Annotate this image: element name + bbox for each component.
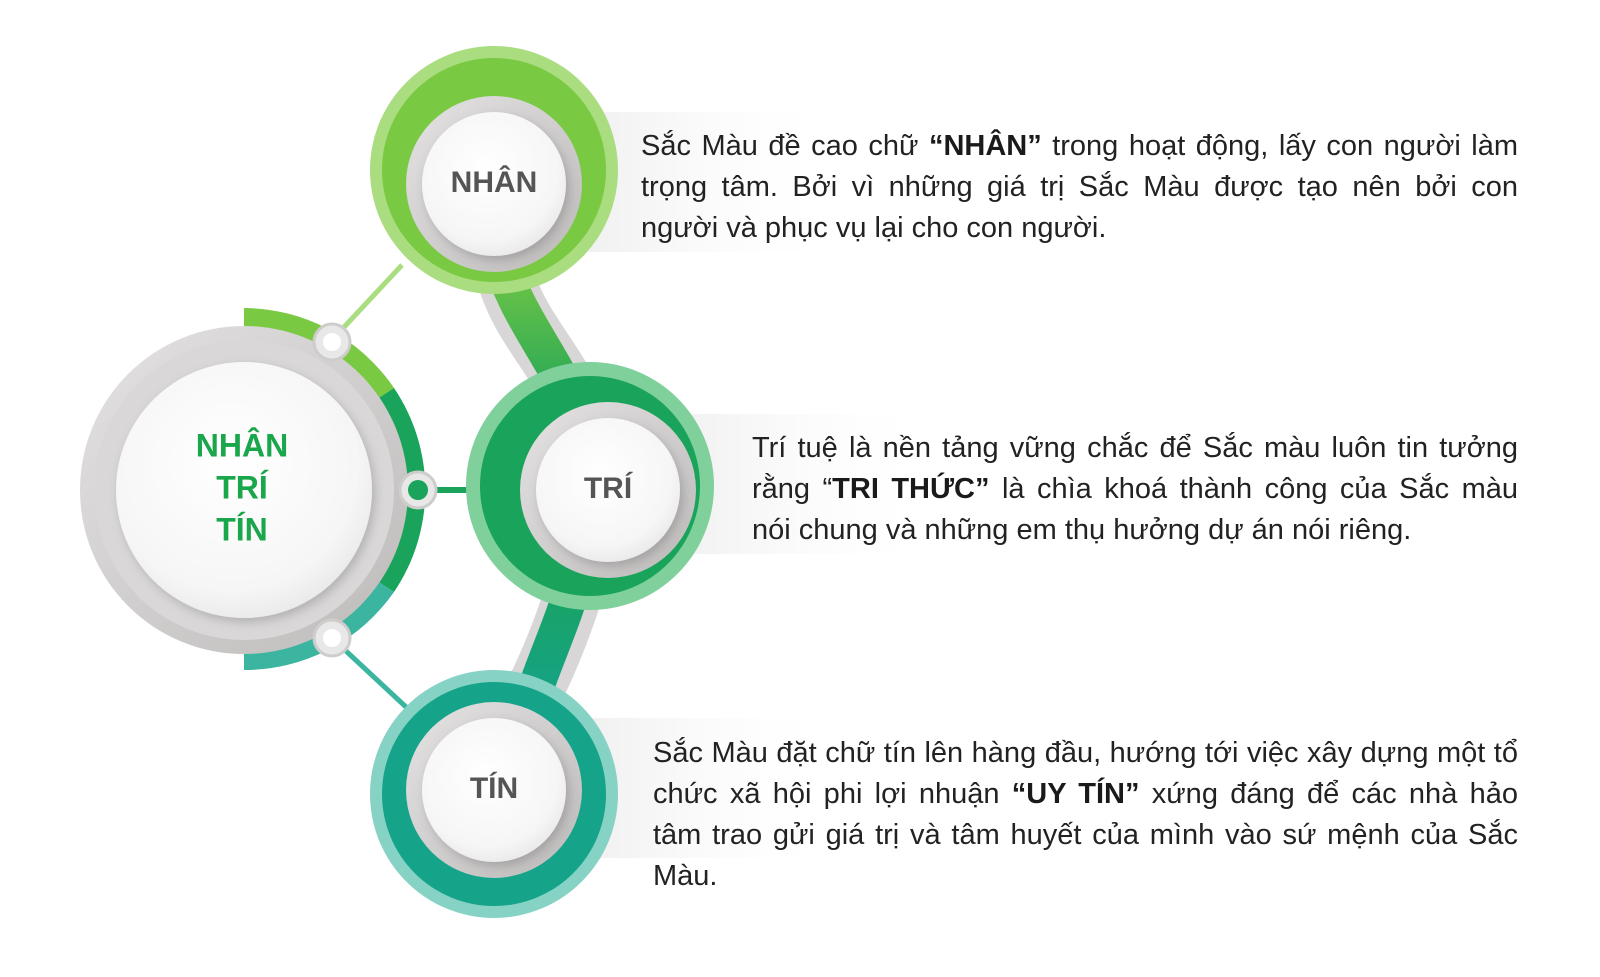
text-panel-tri: Trí tuệ là nền tảng vững chắc để Sắc màu… <box>752 428 1518 551</box>
panel-tin-text-before: Sắc Màu đặt chữ tín lên hàng đầu, hướng … <box>653 737 1518 810</box>
node-tin-label: TÍN <box>470 771 518 805</box>
node-nhan: NHÂN <box>370 46 618 294</box>
panel-nhan-text-after: trong hoạt động, lấy con người làm trọng… <box>641 130 1518 244</box>
panel-nhan-text-before: Sắc Màu đề cao chữ <box>641 130 929 162</box>
node-nhan-disc <box>422 112 566 256</box>
text-panel-tin: Sắc Màu đặt chữ tín lên hàng đầu, hướng … <box>653 733 1518 897</box>
node-tin-disc <box>422 718 566 862</box>
node-tri-disc <box>536 418 680 562</box>
node-tin: TÍN <box>370 670 618 918</box>
node-nhan-label: NHÂN <box>451 165 538 199</box>
panel-nhan-keyword: “NHÂN” <box>928 130 1042 162</box>
panel-tin-keyword: “UY TÍN” <box>1011 778 1140 810</box>
center-label-line2: TRÍ <box>216 469 269 505</box>
center-disc <box>116 362 372 618</box>
junction-dot-tri <box>398 470 438 510</box>
panel-tri-text-before: Trí tuệ là nền tảng vững chắc để Sắc màu… <box>752 432 1518 505</box>
text-panel-nhan: Sắc Màu đề cao chữ “NHÂN” trong hoạt độn… <box>641 126 1518 249</box>
junction-dot-nhan <box>312 322 352 362</box>
node-tri: TRÍ <box>466 362 714 610</box>
panel-tin-text-after: xứng đáng để các nhà hảo tâm trao gửi gi… <box>653 778 1518 892</box>
connector-tin <box>330 636 422 722</box>
center-node: NHÂN TRÍ TÍN <box>80 308 426 671</box>
panel-tri-keyword: TRI THỨC” <box>832 473 990 505</box>
junction-dot-tin <box>312 618 352 658</box>
center-label-line3: TÍN <box>216 511 268 547</box>
node-tri-label: TRÍ <box>584 471 633 505</box>
center-label-line1: NHÂN <box>196 427 288 463</box>
panel-tri-text-after: là chìa khoá thành công của Sắc màu nói … <box>752 473 1518 546</box>
